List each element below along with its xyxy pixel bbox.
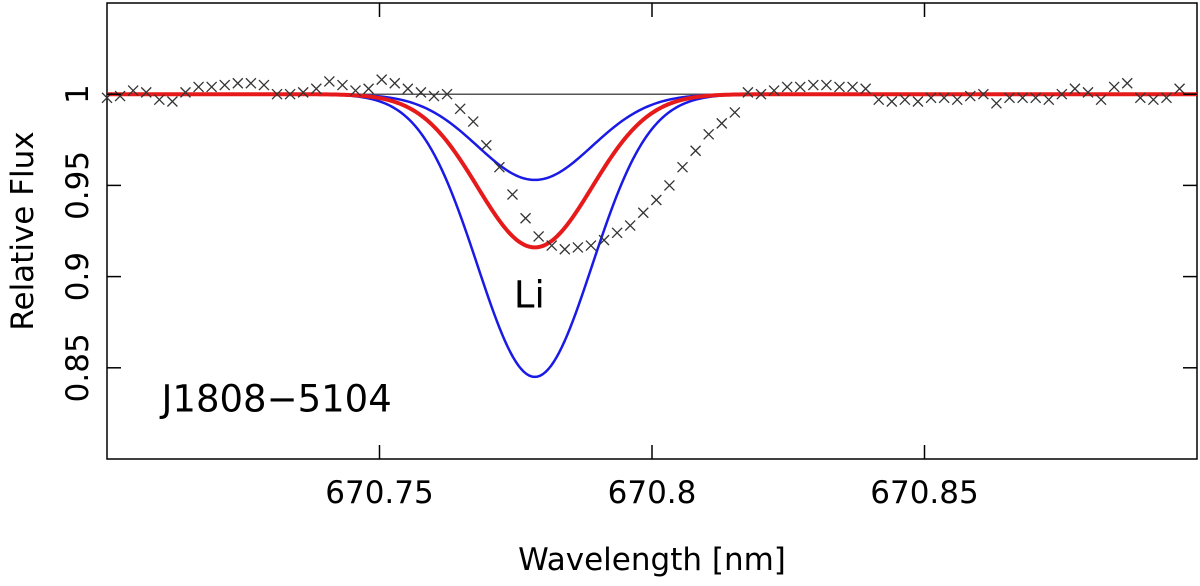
observed-point — [729, 106, 741, 118]
series-line-3 — [107, 92, 1197, 250]
observed-point — [520, 212, 532, 224]
observed-point — [912, 96, 924, 107]
observed-point — [480, 139, 492, 151]
observed-point — [755, 88, 767, 100]
observed-point — [807, 79, 819, 91]
observed-point — [1069, 83, 1081, 95]
observed-point — [1095, 94, 1107, 106]
observed-point — [690, 145, 702, 157]
observed-point — [1030, 92, 1042, 104]
observed-point — [624, 220, 636, 231]
observed-point — [951, 94, 963, 106]
observed-point — [180, 86, 191, 98]
observed-point — [219, 79, 231, 91]
li-line-annotation: Li — [514, 274, 545, 317]
observed-point — [964, 90, 976, 102]
y-axis-title: Relative Flux — [5, 131, 41, 330]
observed-point — [441, 88, 453, 100]
observed-point — [977, 88, 989, 100]
observed-point — [559, 243, 571, 255]
observed-point — [834, 81, 845, 93]
observed-point — [1147, 94, 1159, 106]
star-id-annotation: J1808−5104 — [160, 378, 392, 421]
observed-point — [258, 79, 270, 91]
observed-point — [206, 81, 218, 93]
observed-point — [873, 94, 885, 106]
observed-point — [350, 85, 361, 97]
observed-point — [323, 75, 335, 87]
series-line-2 — [107, 92, 1197, 379]
observed-point — [637, 207, 649, 219]
observed-point — [533, 231, 545, 242]
observed-point — [193, 81, 205, 93]
series-line-1 — [107, 92, 1197, 182]
observed-point — [1108, 81, 1120, 93]
observed-point — [336, 79, 348, 91]
observed-point — [677, 161, 688, 173]
observed-point — [794, 81, 806, 93]
observed-point — [1161, 92, 1172, 104]
observed-point — [507, 189, 518, 200]
observed-point — [768, 85, 780, 97]
observed-point — [820, 79, 832, 91]
observed-point — [402, 83, 414, 95]
observed-point — [899, 94, 911, 106]
observed-point — [990, 97, 1002, 109]
observed-point — [886, 96, 898, 107]
observed-point — [114, 90, 126, 102]
x-tick-label: 670.75 — [325, 475, 433, 511]
observed-point — [1056, 88, 1068, 100]
observed-point — [611, 227, 623, 239]
observed-point — [376, 74, 388, 86]
observed-point — [925, 92, 937, 104]
observed-point — [598, 234, 610, 246]
observed-point — [271, 88, 283, 100]
observed-point — [127, 85, 139, 97]
observed-point — [389, 77, 401, 89]
observed-point — [1082, 86, 1094, 98]
observed-point — [663, 179, 675, 191]
observed-point — [742, 86, 754, 98]
x-axis-title: Wavelength [nm] — [518, 542, 786, 578]
observed-point — [1121, 77, 1133, 89]
observed-point — [232, 77, 244, 89]
y-tick-label: 1 — [60, 84, 96, 104]
observed-point — [153, 94, 165, 106]
x-tick-label: 670.8 — [608, 475, 697, 511]
observed-point — [493, 161, 505, 173]
observed-point — [454, 103, 466, 115]
observed-point — [716, 117, 728, 129]
observed-point — [284, 88, 296, 100]
observed-point — [847, 81, 859, 93]
observed-point — [572, 241, 584, 253]
observed-point — [1017, 92, 1029, 104]
x-tick-label: 670.85 — [870, 475, 978, 511]
observed-point — [467, 116, 479, 128]
observed-point — [1174, 83, 1186, 95]
observed-point — [297, 86, 309, 98]
observed-point — [310, 83, 322, 95]
observed-point — [938, 92, 950, 104]
observed-point — [703, 128, 715, 140]
observed-point — [363, 83, 375, 95]
observed-point — [140, 86, 152, 98]
observed-point — [1004, 92, 1015, 104]
observed-point — [546, 240, 558, 252]
observed-point — [585, 240, 597, 252]
y-tick-label: 0.95 — [60, 151, 96, 220]
observed-point — [428, 90, 440, 102]
observed-point — [781, 81, 793, 93]
observed-point — [1134, 92, 1146, 104]
observed-point — [860, 83, 872, 95]
y-tick-label: 0.9 — [60, 252, 96, 301]
observed-point — [650, 194, 662, 206]
observed-point — [1043, 94, 1055, 106]
observed-point — [415, 86, 427, 98]
y-tick-label: 0.85 — [60, 333, 96, 402]
observed-point — [166, 96, 178, 107]
observed-point — [245, 77, 257, 89]
